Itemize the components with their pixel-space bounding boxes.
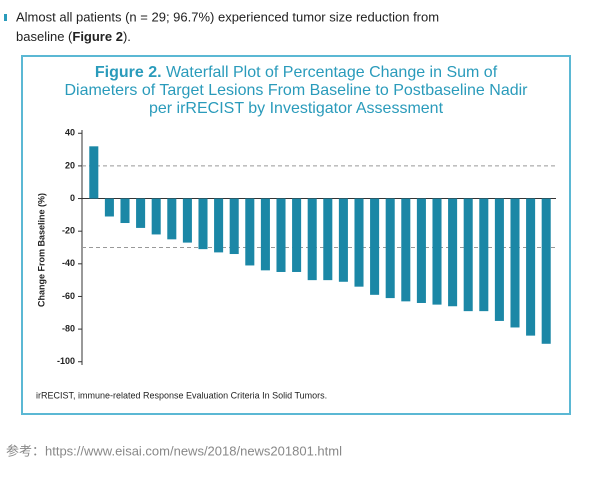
- bar: [104, 198, 114, 217]
- bar: [448, 198, 458, 307]
- y-tick-label: -80: [62, 323, 75, 333]
- bar: [136, 198, 146, 228]
- bar: [338, 198, 348, 282]
- bar: [370, 198, 380, 295]
- bar: [479, 198, 489, 312]
- bar: [401, 198, 411, 302]
- bar: [245, 198, 255, 266]
- y-tick-label: 20: [65, 160, 75, 170]
- bar: [463, 198, 473, 312]
- bullet-line: baseline (Figure 2).: [16, 29, 131, 44]
- bar: [416, 198, 426, 303]
- bar: [494, 198, 504, 321]
- title-line: Diameters of Target Lesions From Baselin…: [64, 82, 528, 99]
- bar: [229, 198, 239, 255]
- footnote: irRECIST, immune-related Response Evalua…: [36, 390, 327, 400]
- bar: [276, 198, 286, 272]
- bar: [541, 198, 551, 344]
- bar: [167, 198, 177, 240]
- figure-ref: Figure 2: [72, 29, 123, 44]
- bullet-line: Almost all patients (n = 29; 96.7%) expe…: [16, 9, 439, 24]
- bar: [151, 198, 161, 235]
- bar: [260, 198, 270, 271]
- bar: [292, 198, 302, 272]
- bar: [307, 198, 317, 281]
- bar: [182, 198, 192, 243]
- y-tick-label: 40: [65, 128, 75, 138]
- bullet-marker: [4, 14, 7, 21]
- title-line: per irRECIST by Investigator Assessment: [149, 100, 444, 117]
- bar: [354, 198, 364, 287]
- figure-label: Figure 2.: [95, 64, 162, 81]
- y-tick-label: -20: [62, 226, 75, 236]
- y-tick-label: -40: [62, 258, 75, 268]
- bar: [385, 198, 395, 299]
- bar: [120, 198, 130, 224]
- bar: [510, 198, 520, 328]
- chart-title: Figure 2. Waterfall Plot of Percentage C…: [95, 64, 498, 81]
- text: baseline (: [16, 29, 73, 44]
- y-axis-label: Change From Baseline (%): [36, 193, 46, 307]
- bar: [214, 198, 224, 253]
- y-tick-label: -100: [57, 356, 75, 366]
- bar: [432, 198, 442, 305]
- y-tick-label: -60: [62, 291, 75, 301]
- bar: [198, 198, 208, 250]
- bar: [323, 198, 333, 281]
- title-line: Waterfall Plot of Percentage Change in S…: [166, 64, 498, 81]
- bar: [89, 146, 99, 199]
- text: ).: [123, 29, 131, 44]
- y-tick-label: 0: [70, 193, 75, 203]
- source: 参考：https://www.eisai.com/news/2018/news2…: [6, 443, 342, 458]
- bar: [526, 198, 536, 336]
